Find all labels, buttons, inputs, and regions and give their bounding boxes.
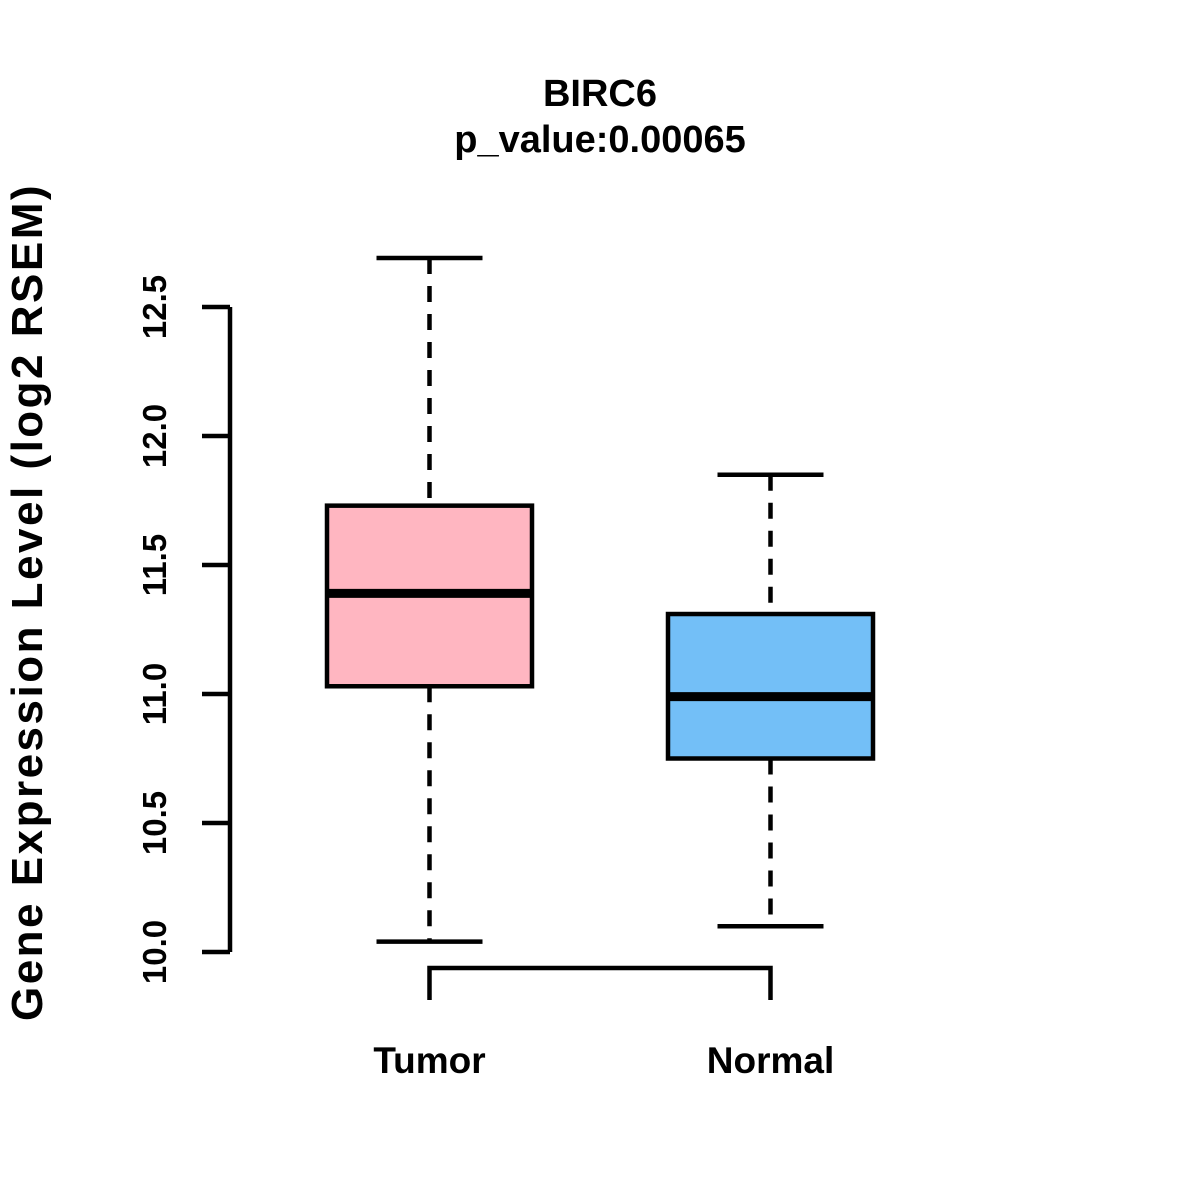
iqr-box <box>665 611 876 761</box>
y-axis-tick-label: 10.5 <box>136 791 173 855</box>
y-axis-tick-label: 11.0 <box>136 663 173 725</box>
category-label-tumor: Tumor <box>373 1040 485 1081</box>
category-label-normal: Normal <box>707 1040 834 1081</box>
box-tumor <box>324 255 535 944</box>
y-axis-label: Gene Expression Level (log2 RSEM) <box>3 183 52 1021</box>
y-axis-tick-label: 12.0 <box>136 404 173 468</box>
y-axis-tick-label: 10.0 <box>136 920 173 984</box>
y-axis-tick-label: 11.5 <box>136 534 173 596</box>
chart-subtitle-pvalue: p_value:0.00065 <box>454 119 746 161</box>
boxplot-boxes <box>324 255 876 944</box>
category-labels: Tumor Normal <box>373 1040 834 1081</box>
significance-bracket <box>427 965 773 1000</box>
chart-title: BIRC6 <box>543 73 657 115</box>
box-normal <box>665 472 876 929</box>
bracket-line <box>427 965 773 1000</box>
y-axis-tick-label: 12.5 <box>136 275 173 339</box>
y-axis: 10.0 10.5 11.0 11.5 12.0 12.5 <box>136 275 233 984</box>
